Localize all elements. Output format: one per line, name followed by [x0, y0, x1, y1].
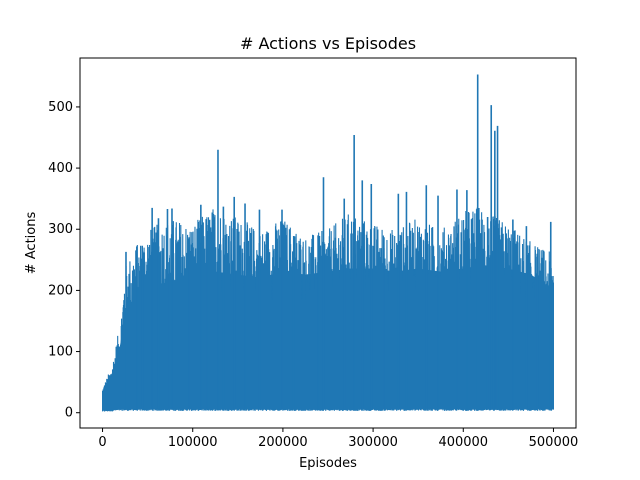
chart-title: # Actions vs Episodes	[240, 34, 416, 53]
x-tick-label: 400000	[438, 435, 488, 450]
x-tick-label: 0	[98, 435, 106, 450]
plot-area	[102, 74, 554, 412]
axes-frame	[79, 57, 577, 429]
x-tick-label: 500000	[529, 435, 579, 450]
y-tick-label: 500	[48, 100, 73, 115]
y-tick-label: 200	[48, 283, 73, 298]
x-axis-ticks: 0 100000 200000 300000 400000 500000	[98, 428, 578, 450]
y-tick-label: 300	[48, 222, 73, 237]
x-tick-label: 200000	[258, 435, 308, 450]
x-tick-label: 100000	[168, 435, 218, 450]
x-axis-label: Episodes	[299, 456, 357, 471]
y-axis-ticks: 0 100 200 300 400 500	[48, 100, 80, 421]
x-tick-label: 300000	[348, 435, 398, 450]
y-tick-label: 0	[65, 406, 73, 421]
y-axis-label: # Actions	[24, 212, 39, 275]
y-tick-label: 400	[48, 161, 73, 176]
y-tick-label: 100	[48, 345, 73, 360]
